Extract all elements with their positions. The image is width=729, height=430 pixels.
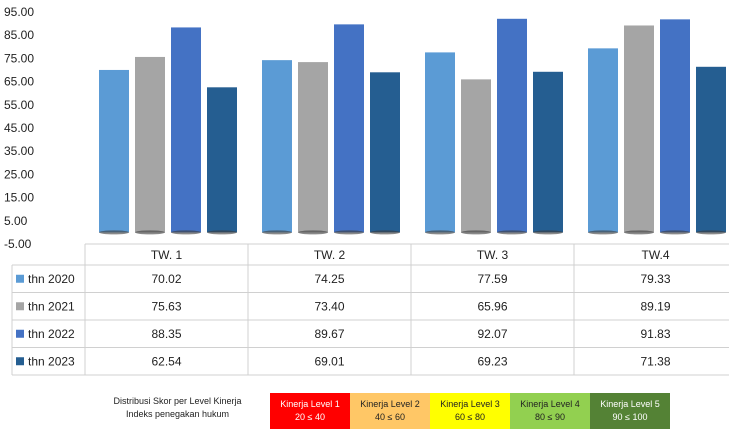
level-1-range: 20 ≤ 40 — [295, 412, 325, 422]
legend-swatch — [16, 302, 24, 311]
distribution-note-line2: Indeks penegakan hukum — [125, 409, 230, 419]
level-2-range: 40 ≤ 60 — [375, 412, 405, 422]
bar-thn-2021-3 — [461, 79, 491, 233]
data-label: 77.59 — [477, 272, 507, 286]
bar-thn-2020-2 — [262, 60, 292, 233]
data-label: 89.67 — [314, 327, 344, 341]
bar-base-shadow — [461, 230, 491, 235]
bar-base-shadow — [588, 230, 618, 235]
data-label: 89.19 — [640, 299, 670, 313]
data-label: 69.23 — [477, 354, 507, 368]
bar-base-shadow — [135, 230, 165, 235]
bar-thn-2020-1 — [99, 69, 129, 233]
bar-thn-2021-4 — [624, 25, 654, 233]
bar-thn-2023-1 — [207, 87, 237, 233]
data-label: 79.33 — [640, 272, 670, 286]
legend-label: thn 2022 — [28, 327, 75, 341]
data-label: 74.25 — [314, 272, 344, 286]
distribution-note-line1: Distribusi Skor per Level Kinerja — [113, 396, 242, 406]
data-label: 73.40 — [314, 299, 344, 313]
y-tick-label: 55.00 — [4, 98, 34, 112]
bar-thn-2023-2 — [370, 72, 400, 233]
bar-chart: 95.00 85.00 75.00 65.00 55.00 45.00 35.00 25.00… — [4, 5, 729, 376]
legend-label: thn 2021 — [28, 299, 75, 313]
data-label: 71.38 — [640, 354, 670, 368]
bar-base-shadow — [334, 230, 364, 235]
legend-swatch — [16, 329, 24, 338]
bar-base-shadow — [262, 230, 292, 235]
bar-base-shadow — [533, 230, 563, 235]
level-1-name: Kinerja Level 1 — [280, 399, 340, 409]
bar-base-shadow — [497, 230, 527, 235]
bar-base-shadow — [425, 230, 455, 235]
data-label: 62.54 — [151, 354, 181, 368]
level-4-range: 80 ≤ 90 — [535, 412, 565, 422]
data-label: 65.96 — [477, 299, 507, 313]
level-2-box: Kinerja Level 2 40 ≤ 60 — [350, 393, 430, 429]
level-3-range: 60 ≤ 80 — [455, 412, 485, 422]
bar-base-shadow — [207, 230, 237, 235]
bar-base-shadow — [298, 230, 328, 235]
y-tick-label: 75.00 — [4, 51, 34, 65]
bar-thn-2021-2 — [298, 62, 328, 233]
legend-swatch — [16, 274, 24, 283]
bar-thn-2020-3 — [425, 52, 455, 233]
bar-thn-2022-3 — [497, 18, 527, 233]
bar-thn-2023-4 — [696, 66, 726, 233]
bar-thn-2022-4 — [660, 19, 690, 233]
bar-thn-2022-2 — [334, 24, 364, 233]
bar-base-shadow — [370, 230, 400, 235]
bar-thn-2023-3 — [533, 71, 563, 233]
y-tick-label: 65.00 — [4, 75, 34, 89]
category-label: TW. 1 — [151, 248, 183, 262]
data-label: 70.02 — [151, 272, 181, 286]
bar-base-shadow — [696, 230, 726, 235]
level-5-range: 90 ≤ 100 — [612, 412, 648, 422]
category-label: TW. 3 — [477, 248, 509, 262]
bar-base-shadow — [171, 230, 201, 235]
level-4-box: Kinerja Level 4 80 ≤ 90 — [510, 393, 590, 429]
bar-base-shadow — [624, 230, 654, 235]
data-label: 92.07 — [477, 327, 507, 341]
data-label: 69.01 — [314, 354, 344, 368]
bar-thn-2022-1 — [171, 27, 201, 233]
bar-thn-2021-1 — [135, 56, 165, 233]
level-2-name: Kinerja Level 2 — [360, 399, 420, 409]
distribution-note: Distribusi Skor per Level Kinerja Indeks… — [95, 395, 260, 421]
y-tick-label: 95.00 — [4, 5, 34, 19]
level-5-box: Kinerja Level 5 90 ≤ 100 — [590, 393, 670, 429]
level-3-box: Kinerja Level 3 60 ≤ 80 — [430, 393, 510, 429]
level-5-name: Kinerja Level 5 — [600, 399, 660, 409]
y-tick-label: -5.00 — [4, 237, 32, 251]
y-tick-label: 85.00 — [4, 28, 34, 42]
legend-label: thn 2023 — [28, 354, 75, 368]
legend-label: thn 2020 — [28, 272, 75, 286]
y-tick-label: 45.00 — [4, 121, 34, 135]
y-tick-label: 25.00 — [4, 167, 34, 181]
data-label: 91.83 — [640, 327, 670, 341]
data-label: 88.35 — [151, 327, 181, 341]
category-label: TW. 2 — [314, 248, 346, 262]
y-tick-label: 35.00 — [4, 144, 34, 158]
level-4-name: Kinerja Level 4 — [520, 399, 580, 409]
category-label: TW.4 — [641, 248, 669, 262]
legend-swatch — [16, 357, 24, 366]
bar-base-shadow — [99, 230, 129, 235]
level-3-name: Kinerja Level 3 — [440, 399, 500, 409]
y-tick-label: 5.00 — [4, 214, 28, 228]
bar-thn-2020-4 — [588, 48, 618, 233]
data-label: 75.63 — [151, 299, 181, 313]
level-1-box: Kinerja Level 1 20 ≤ 40 — [270, 393, 350, 429]
y-tick-label: 15.00 — [4, 191, 34, 205]
bar-base-shadow — [660, 230, 690, 235]
